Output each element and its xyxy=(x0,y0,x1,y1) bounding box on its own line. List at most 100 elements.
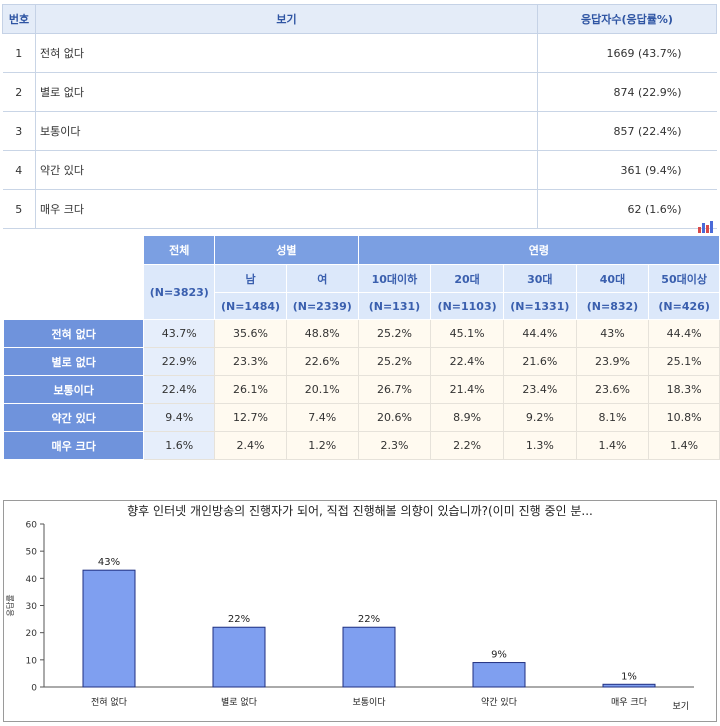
bar-data-label: 1% xyxy=(621,671,637,682)
cross-cell: 22.6% xyxy=(285,347,359,376)
cross-cell: 23.6% xyxy=(575,375,650,404)
answer-row: 4 약간 있다 361 (9.4%) xyxy=(2,150,717,190)
answer-option: 전혀 없다 xyxy=(35,33,538,73)
y-tick-label: 0 xyxy=(31,684,37,694)
header-option: 보기 xyxy=(35,4,538,34)
x-tick-label: 전혀 없다 xyxy=(91,697,128,708)
cross-cell: 2.2% xyxy=(430,431,504,460)
gender-header: 성별 xyxy=(214,235,359,265)
bar-data-label: 22% xyxy=(358,614,380,625)
total-header: 전체 xyxy=(143,235,216,265)
cross-cell: 35.6% xyxy=(214,319,287,348)
cross-cell: 1.3% xyxy=(502,431,577,460)
answer-row: 3 보통이다 857 (22.4%) xyxy=(2,111,717,151)
bar-data-label: 22% xyxy=(228,614,250,625)
sub-header: 40대 xyxy=(575,264,650,293)
sub-n: (N=2339) xyxy=(285,292,359,320)
cross-cell: 23.3% xyxy=(214,347,287,376)
answer-value: 361 (9.4%) xyxy=(537,150,717,190)
answer-table-header: 번호 보기 응답자수(응답률%) xyxy=(2,4,717,34)
bar-data-label: 43% xyxy=(98,557,120,568)
cross-row: 매우 크다 1.6% 2.4% 1.2% 2.3% 2.2% 1.3% 1.4% 1.4% xyxy=(2,431,720,460)
cross-table: 전체 성별 연령 (N=3823) 남 여 10대이하 20대 30대 40대 50대이상 … xyxy=(2,235,720,460)
answer-no: 3 xyxy=(2,111,36,151)
cross-cell: 26.1% xyxy=(214,375,287,404)
answer-option: 보통이다 xyxy=(35,111,538,151)
answer-value: 62 (1.6%) xyxy=(537,189,717,229)
sub-n: (N=1484) xyxy=(214,292,287,320)
bar xyxy=(82,569,136,688)
cross-row-label: 보통이다 xyxy=(2,375,145,404)
cross-cell: 25.2% xyxy=(357,347,432,376)
cross-corner-2 xyxy=(2,292,145,320)
bar xyxy=(212,626,266,688)
x-tick-label: 약간 있다 xyxy=(481,696,518,708)
sub-header: 남 xyxy=(214,264,287,293)
bar-data-label: 9% xyxy=(491,650,507,661)
cross-cell: 21.4% xyxy=(430,375,504,404)
sub-header: 50대이상 xyxy=(648,264,720,293)
cross-cell: 26.7% xyxy=(357,375,432,404)
cross-cell: 7.4% xyxy=(285,403,359,432)
x-tick-label: 별로 없다 xyxy=(221,697,258,708)
y-tick-label: 60 xyxy=(26,521,38,531)
bar xyxy=(472,662,526,688)
cross-cell: 23.4% xyxy=(502,375,577,404)
sub-n: (N=426) xyxy=(648,292,720,320)
sub-n: (N=131) xyxy=(357,292,432,320)
cross-corner xyxy=(2,235,145,293)
cross-cell: 22.4% xyxy=(143,375,216,404)
cross-cell: 48.8% xyxy=(285,319,359,348)
header-no: 번호 xyxy=(2,4,36,34)
cross-row: 별로 없다 22.9% 23.3% 22.6% 25.2% 22.4% 21.6% 23.9%… xyxy=(2,347,720,376)
cross-cell: 10.8% xyxy=(648,403,720,432)
cross-cell: 22.4% xyxy=(430,347,504,376)
answer-no: 1 xyxy=(2,33,36,73)
bar-chart-icon[interactable] xyxy=(697,221,713,233)
cross-cell: 1.6% xyxy=(143,431,216,460)
cross-cell: 18.3% xyxy=(648,375,720,404)
answer-value: 1669 (43.7%) xyxy=(537,33,717,73)
cross-cell: 1.2% xyxy=(285,431,359,460)
cross-row-label: 전혀 없다 xyxy=(2,319,145,348)
y-axis-label: 응답률 xyxy=(5,594,15,616)
sub-header: 30대 xyxy=(502,264,577,293)
y-tick-label: 40 xyxy=(26,575,38,585)
cross-cell: 9.2% xyxy=(502,403,577,432)
cross-cell: 1.4% xyxy=(648,431,720,460)
cross-cell: 12.7% xyxy=(214,403,287,432)
cross-cell: 2.4% xyxy=(214,431,287,460)
sub-n: (N=1331) xyxy=(502,292,577,320)
answer-option: 매우 크다 xyxy=(35,189,538,229)
cross-cell: 20.6% xyxy=(357,403,432,432)
cross-cell: 20.1% xyxy=(285,375,359,404)
answer-row: 2 별로 없다 874 (22.9%) xyxy=(2,72,717,112)
cross-row: 보통이다 22.4% 26.1% 20.1% 26.7% 21.4% 23.4% 23.6% 1… xyxy=(2,375,720,404)
y-tick-label: 10 xyxy=(26,656,38,666)
age-header: 연령 xyxy=(357,235,720,265)
answer-value: 857 (22.4%) xyxy=(537,111,717,151)
sub-header: 10대이하 xyxy=(357,264,432,293)
cross-cell: 43.7% xyxy=(143,319,216,348)
answer-no: 5 xyxy=(2,189,36,229)
answer-row: 1 전혀 없다 1669 (43.7%) xyxy=(2,33,717,73)
cross-cell: 9.4% xyxy=(143,403,216,432)
cross-row: 약간 있다 9.4% 12.7% 7.4% 20.6% 8.9% 9.2% 8.1% 10.8% xyxy=(2,403,720,432)
bar-chart: 향후 인터넷 개인방송의 진행자가 되어, 직접 진행해볼 의향이 있습니까?(… xyxy=(5,503,694,712)
cross-row-label: 별로 없다 xyxy=(2,347,145,376)
y-tick-label: 20 xyxy=(26,629,38,639)
cross-cell: 1.4% xyxy=(575,431,650,460)
answer-option: 약간 있다 xyxy=(35,150,538,190)
cross-cell: 22.9% xyxy=(143,347,216,376)
y-tick-label: 50 xyxy=(26,548,38,558)
sub-header: 여 xyxy=(285,264,359,293)
answer-row: 5 매우 크다 62 (1.6%) xyxy=(2,189,717,229)
cross-row: 전혀 없다 43.7% 35.6% 48.8% 25.2% 45.1% 44.4% 43% 44… xyxy=(2,319,720,348)
chart-panel: 향후 인터넷 개인방송의 진행자가 되어, 직접 진행해볼 의향이 있습니까?(… xyxy=(3,500,717,722)
answer-no: 2 xyxy=(2,72,36,112)
answer-no: 4 xyxy=(2,150,36,190)
answer-option: 별로 없다 xyxy=(35,72,538,112)
x-tick-label: 매우 크다 xyxy=(611,697,648,708)
cross-cell: 23.9% xyxy=(575,347,650,376)
y-tick-label: 30 xyxy=(26,602,38,612)
